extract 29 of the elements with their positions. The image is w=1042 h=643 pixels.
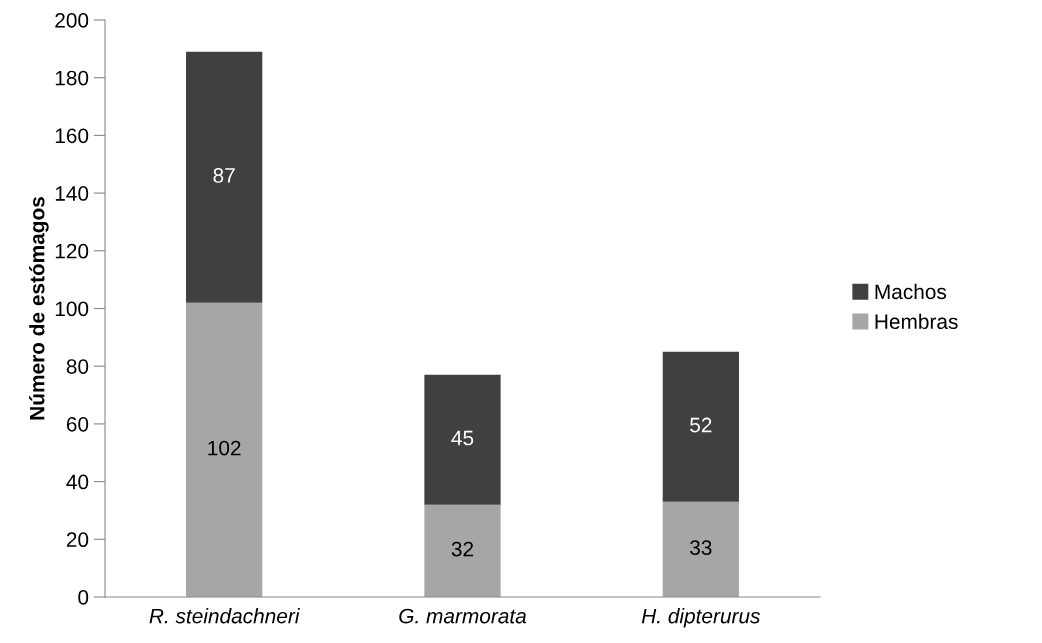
y-tick-label: 80 [66,359,89,374]
x-tick-label: R. steindachneri [149,608,300,624]
y-tick-label: 100 [55,301,89,317]
y-tick-label: 120 [55,243,89,259]
y-tick-label: 140 [55,186,89,201]
y-tick-label: 40 [66,474,89,490]
legend-label: Machos [875,283,947,300]
data-label: 45 [451,430,474,446]
bar [186,51,263,303]
data-label: 52 [690,417,712,433]
x-tick-label: G. marmorata [399,608,527,624]
y-axis-title: Número de estómagos [29,197,49,420]
data-label: 87 [213,168,235,183]
bar [662,501,739,597]
y-tick-label: 180 [55,70,89,86]
bar [424,374,501,505]
data-label: 32 [451,541,474,557]
bar [662,351,739,502]
y-tick-label: 20 [66,532,89,548]
y-tick-label: 60 [66,416,89,432]
legend-label: Hembras [875,313,958,330]
y-tick-label: 160 [55,128,89,144]
y-tick-label: 0 [78,590,89,605]
bar [186,302,263,597]
data-label: 102 [208,440,241,456]
x-tick-label: H. dipterurus [641,608,761,628]
y-tick-label: 200 [55,13,89,28]
data-label: 33 [690,540,712,555]
bar [424,504,501,597]
